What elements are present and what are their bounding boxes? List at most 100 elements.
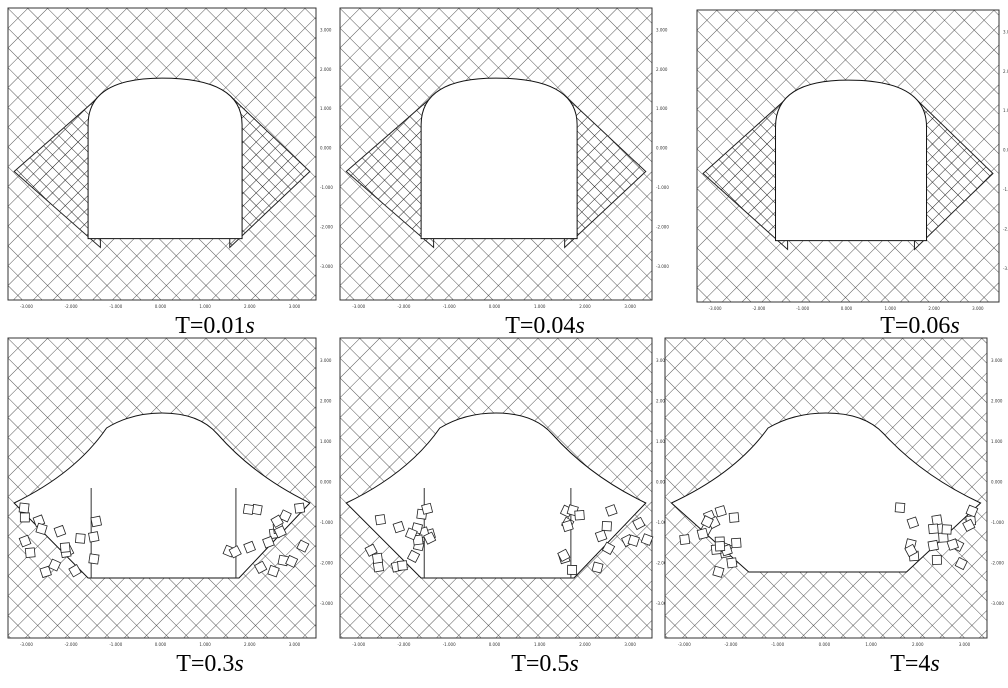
rock-block <box>19 512 30 523</box>
rock-block <box>728 512 740 523</box>
x-tick-label: -3.000 <box>20 304 33 309</box>
y-tick-label: -3.000 <box>320 264 333 269</box>
y-tick-label: 2.000 <box>656 67 668 72</box>
x-tick-label: -3.000 <box>20 642 33 647</box>
rock-block <box>591 561 604 574</box>
rock-block <box>965 504 979 518</box>
y-tick-label: 2.000 <box>320 399 332 404</box>
rock-block <box>243 540 256 554</box>
x-tick-label: 1.000 <box>885 306 897 311</box>
x-tick-label: -2.000 <box>752 306 765 311</box>
x-tick-label: -1.000 <box>109 304 122 309</box>
rock-block <box>574 509 585 521</box>
y-tick-label: -3.000 <box>656 601 669 606</box>
rock-block <box>696 527 709 540</box>
caption-time: T=4 <box>890 651 930 677</box>
y-tick-label: 3.000 <box>320 358 332 363</box>
caption-time: T=0.04 <box>505 313 575 339</box>
y-tick-label: 3.000 <box>320 27 332 32</box>
rock-block <box>75 533 86 544</box>
rock-block <box>371 552 384 564</box>
x-tick-label: 2.000 <box>244 642 256 647</box>
x-tick-label: 2.000 <box>579 304 591 309</box>
rock-block <box>962 518 976 532</box>
y-tick-label: 1.000 <box>1003 108 1008 113</box>
caption-unit: s <box>234 651 243 677</box>
panel-caption: T=0.06s <box>880 313 960 339</box>
y-tick-label: -1.000 <box>656 520 669 525</box>
y-tick-label: 3.000 <box>1003 29 1008 34</box>
x-tick-label: 0.000 <box>155 642 167 647</box>
y-tick-label: 0.000 <box>656 146 668 151</box>
tunnel-opening <box>87 77 243 240</box>
caption-unit: s <box>930 651 939 677</box>
rock-block <box>557 548 571 562</box>
rock-block <box>906 516 920 529</box>
y-tick-label: 0.000 <box>320 146 332 151</box>
x-tick-label: -2.000 <box>65 642 78 647</box>
rock-block <box>561 519 574 533</box>
x-tick-label: -3.000 <box>352 642 365 647</box>
rock-block <box>228 545 242 559</box>
x-tick-label: -2.000 <box>398 642 411 647</box>
tunnel-opening <box>775 79 928 242</box>
y-tick-label: -3.000 <box>320 601 333 606</box>
rock-block <box>273 525 287 539</box>
caption-time: T=0.01 <box>175 313 245 339</box>
y-tick-label: -3.000 <box>1003 266 1008 271</box>
y-tick-label: 3.000 <box>656 27 668 32</box>
y-tick-label: -1.000 <box>320 185 333 190</box>
collapse-zone <box>670 412 982 573</box>
rock-block <box>627 534 640 547</box>
rock-block <box>18 534 32 548</box>
x-tick-label: 3.000 <box>624 304 636 309</box>
rock-block <box>601 521 612 532</box>
y-tick-label: 0.000 <box>991 480 1003 485</box>
y-tick-label: -2.000 <box>991 561 1004 566</box>
tunnel-opening <box>420 77 578 240</box>
x-tick-label: 3.000 <box>959 642 971 647</box>
rock-block <box>35 522 48 536</box>
rock-block <box>24 547 36 559</box>
x-tick-label: -2.000 <box>725 642 738 647</box>
x-tick-label: 3.000 <box>972 306 984 311</box>
rock-block <box>254 560 268 575</box>
rock-block <box>423 531 437 545</box>
x-tick-label: 3.000 <box>624 642 636 647</box>
rock-block <box>88 553 100 565</box>
x-tick-label: 2.000 <box>244 304 256 309</box>
rock-block <box>927 539 939 552</box>
y-tick-label: 1.000 <box>320 439 332 444</box>
rock-block <box>726 557 738 569</box>
caption-unit: s <box>575 313 584 339</box>
y-tick-label: 0.000 <box>320 480 332 485</box>
rock-block <box>270 514 284 528</box>
rock-block <box>640 533 654 546</box>
y-tick-label: 1.000 <box>656 439 668 444</box>
y-tick-label: 2.000 <box>1003 69 1008 74</box>
y-tick-label: 1.000 <box>320 106 332 111</box>
x-tick-label: 1.000 <box>534 304 546 309</box>
rock-block <box>296 539 310 553</box>
x-tick-label: -3.000 <box>352 304 365 309</box>
y-tick-label: -2.000 <box>320 224 333 229</box>
y-tick-label: -1.000 <box>656 185 669 190</box>
y-tick-label: 1.000 <box>656 106 668 111</box>
rock-block <box>267 564 280 578</box>
y-tick-label: 1.000 <box>991 439 1003 444</box>
y-tick-label: 2.000 <box>320 67 332 72</box>
x-tick-label: 0.000 <box>489 304 501 309</box>
x-tick-label: 1.000 <box>534 642 546 647</box>
x-tick-label: 2.000 <box>579 642 591 647</box>
rock-block <box>374 514 386 526</box>
y-tick-label: 2.000 <box>991 399 1003 404</box>
rock-block <box>412 534 424 546</box>
rock-block <box>954 556 968 571</box>
y-tick-label: -3.000 <box>991 601 1004 606</box>
panel-caption: T=0.5s <box>511 651 579 677</box>
panel: 3.000 2.000 1.000 0.000 -1.000 -2.000 -3.000 -3… <box>7 337 333 647</box>
rock-block <box>18 502 30 514</box>
rock-block <box>48 558 62 572</box>
y-tick-label: -3.000 <box>656 264 669 269</box>
